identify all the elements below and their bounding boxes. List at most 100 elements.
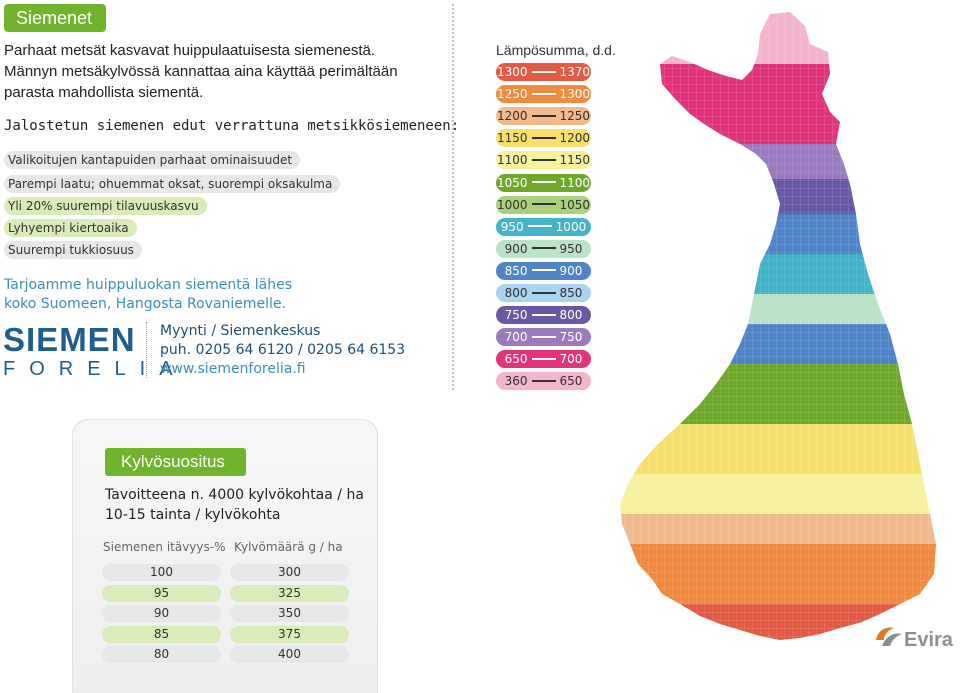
legend-item: 1150 1200 (496, 129, 591, 148)
logo-divider (146, 322, 147, 378)
legend-range-from: 650 (504, 352, 528, 367)
column-header-seed-amount: Kylvömäärä g / ha (234, 540, 343, 554)
legend-range-from: 950 (500, 219, 524, 234)
legend-range-to: 1200 (559, 131, 591, 146)
legend-range-dash (531, 181, 556, 183)
legend-range-dash (531, 291, 556, 294)
siemen-forelia-logo: SIEMEN FORELIA (3, 321, 187, 380)
benefits-title: Jalostetun siemenen edut verrattuna mets… (4, 118, 460, 134)
finland-heat-sum-map (620, 12, 936, 640)
legend-range-to: 1300 (559, 87, 591, 102)
legend-item: 800 850 (496, 284, 591, 302)
intro-line: parasta mahdollista siementä. (4, 84, 204, 101)
seed-amount-cell: 350 (230, 605, 349, 622)
legend-item: 900 950 (496, 239, 591, 258)
benefit-item: Valikoitujen kantapuiden parhaat ominais… (4, 151, 301, 169)
offer-line: koko Suomeen, Hangosta Rovaniemelle. (4, 296, 287, 312)
legend-item: 1050 1100 (496, 173, 591, 192)
section-tag-kylvosuositus: Kylvösuositus (105, 448, 246, 476)
seeding-target: Tavoitteena n. 4000 kylvökohtaa / ha 10-… (105, 485, 364, 525)
legend-item: 1300 1370 (496, 63, 591, 81)
benefit-item: Lyhyempi kiertoaika (4, 219, 137, 237)
germination-cell: 80 (102, 646, 221, 663)
legend-range-from: 1000 (496, 197, 528, 212)
legend-range-to: 1150 (559, 153, 591, 168)
legend-item: 850 900 (496, 261, 591, 280)
legend-range-dash (531, 357, 556, 360)
legend-range-to: 750 (559, 330, 583, 345)
column-divider (452, 4, 454, 390)
germination-cell: 90 (102, 605, 221, 622)
intro-line: Männyn metsäkylvössä kannattaa aina käyt… (4, 63, 398, 80)
germination-cell: 100 (102, 564, 221, 581)
logo-wordmark-top: SIEMEN (3, 321, 136, 358)
legend-item: 650 700 (496, 350, 591, 369)
seed-amount-cell: 400 (230, 646, 349, 663)
legend-range-from: 1150 (496, 131, 528, 146)
legend-range-to: 1050 (559, 197, 591, 212)
legend-range-dash (531, 269, 556, 272)
contact-phone: puh. 0205 64 6120 / 0205 64 6153 (160, 342, 406, 358)
legend-range-from: 750 (504, 308, 528, 323)
target-line: Tavoitteena n. 4000 kylvökohtaa / ha (105, 487, 364, 503)
legend-range-dash (531, 247, 556, 250)
legend-range-from: 850 (504, 263, 528, 278)
legend-range-dash (531, 203, 556, 206)
legend-range-to: 900 (559, 263, 583, 278)
legend-range-dash (531, 92, 556, 95)
legend-range-to: 1370 (559, 65, 591, 79)
legend-title: Lämpösumma, d.d. (496, 42, 616, 58)
legend-range-from: 360 (504, 374, 528, 389)
intro-line: Parhaat metsät kasvavat huippulaatuisest… (4, 42, 376, 59)
legend-range-from: 1250 (496, 87, 528, 102)
legend-item: 1100 1150 (496, 151, 591, 170)
legend-range-dash (531, 313, 556, 316)
legend-range-to: 1000 (555, 219, 587, 234)
germination-cell: 95 (102, 584, 221, 602)
contact-block: Myynti / Siemenkeskus puh. 0205 64 6120 … (160, 322, 405, 379)
legend-item: 700 750 (496, 328, 591, 347)
legend-item: 950 1000 (496, 217, 591, 236)
benefit-item: Parempi laatu; ohuemmat oksat, suorempi … (4, 175, 341, 193)
column-header-germination: Siemenen itävyys-% (103, 540, 226, 554)
seed-amount-cell: 375 (230, 625, 349, 643)
seed-amount-cell: 300 (230, 564, 349, 581)
benefit-item: Suurempi tukkiosuus (4, 241, 142, 259)
evira-logo: Evira (876, 627, 954, 651)
logo-wordmark-bottom: FORELIA (3, 358, 187, 380)
legend-range-from: 1300 (496, 65, 528, 79)
legend-range-dash (531, 158, 556, 161)
legend-item: 1000 1050 (496, 195, 591, 214)
intro-text: Parhaat metsät kasvavat huippulaatuisest… (4, 40, 444, 103)
legend-item: 750 800 (496, 306, 591, 325)
legend-range-from: 800 (504, 286, 528, 300)
legend-range-to: 850 (559, 286, 583, 300)
legend-range-dash (531, 335, 556, 338)
legend-range-from: 1100 (496, 153, 528, 168)
legend-range-from: 1200 (496, 109, 528, 124)
legend-range-from: 700 (504, 330, 528, 345)
legend-range-to: 650 (559, 374, 583, 389)
legend-range-to: 1100 (559, 175, 591, 190)
legend-item: 1250 1300 (496, 85, 591, 104)
benefit-item: Yli 20% suurempi tilavuuskasvu (4, 197, 207, 215)
germination-cell: 85 (102, 625, 221, 643)
legend-item: 1200 1250 (496, 107, 591, 126)
contact-url-link[interactable]: www.siemenforelia.fi (160, 361, 306, 377)
legend-range-to: 1250 (559, 109, 591, 124)
target-line: 10-15 tainta / kylvökohta (105, 507, 281, 523)
legend-range-to: 700 (559, 352, 583, 367)
section-tag-siemenet: Siemenet (4, 4, 106, 32)
legend-range-dash (531, 114, 556, 117)
legend-range-dash (531, 136, 556, 139)
legend-range-from: 900 (504, 241, 528, 256)
evira-wordmark: Evira (904, 629, 954, 651)
legend-range-dash (527, 225, 552, 228)
legend-range-dash (531, 379, 556, 382)
legend-range-from: 1050 (496, 175, 528, 190)
seed-amount-cell: 325 (230, 584, 349, 602)
offer-text: Tarjoamme huippuluokan siementä lähes ko… (4, 276, 292, 314)
legend-range-to: 950 (559, 241, 583, 256)
offer-line: Tarjoamme huippuluokan siementä lähes (4, 277, 293, 293)
contact-title: Myynti / Siemenkeskus (160, 323, 321, 339)
